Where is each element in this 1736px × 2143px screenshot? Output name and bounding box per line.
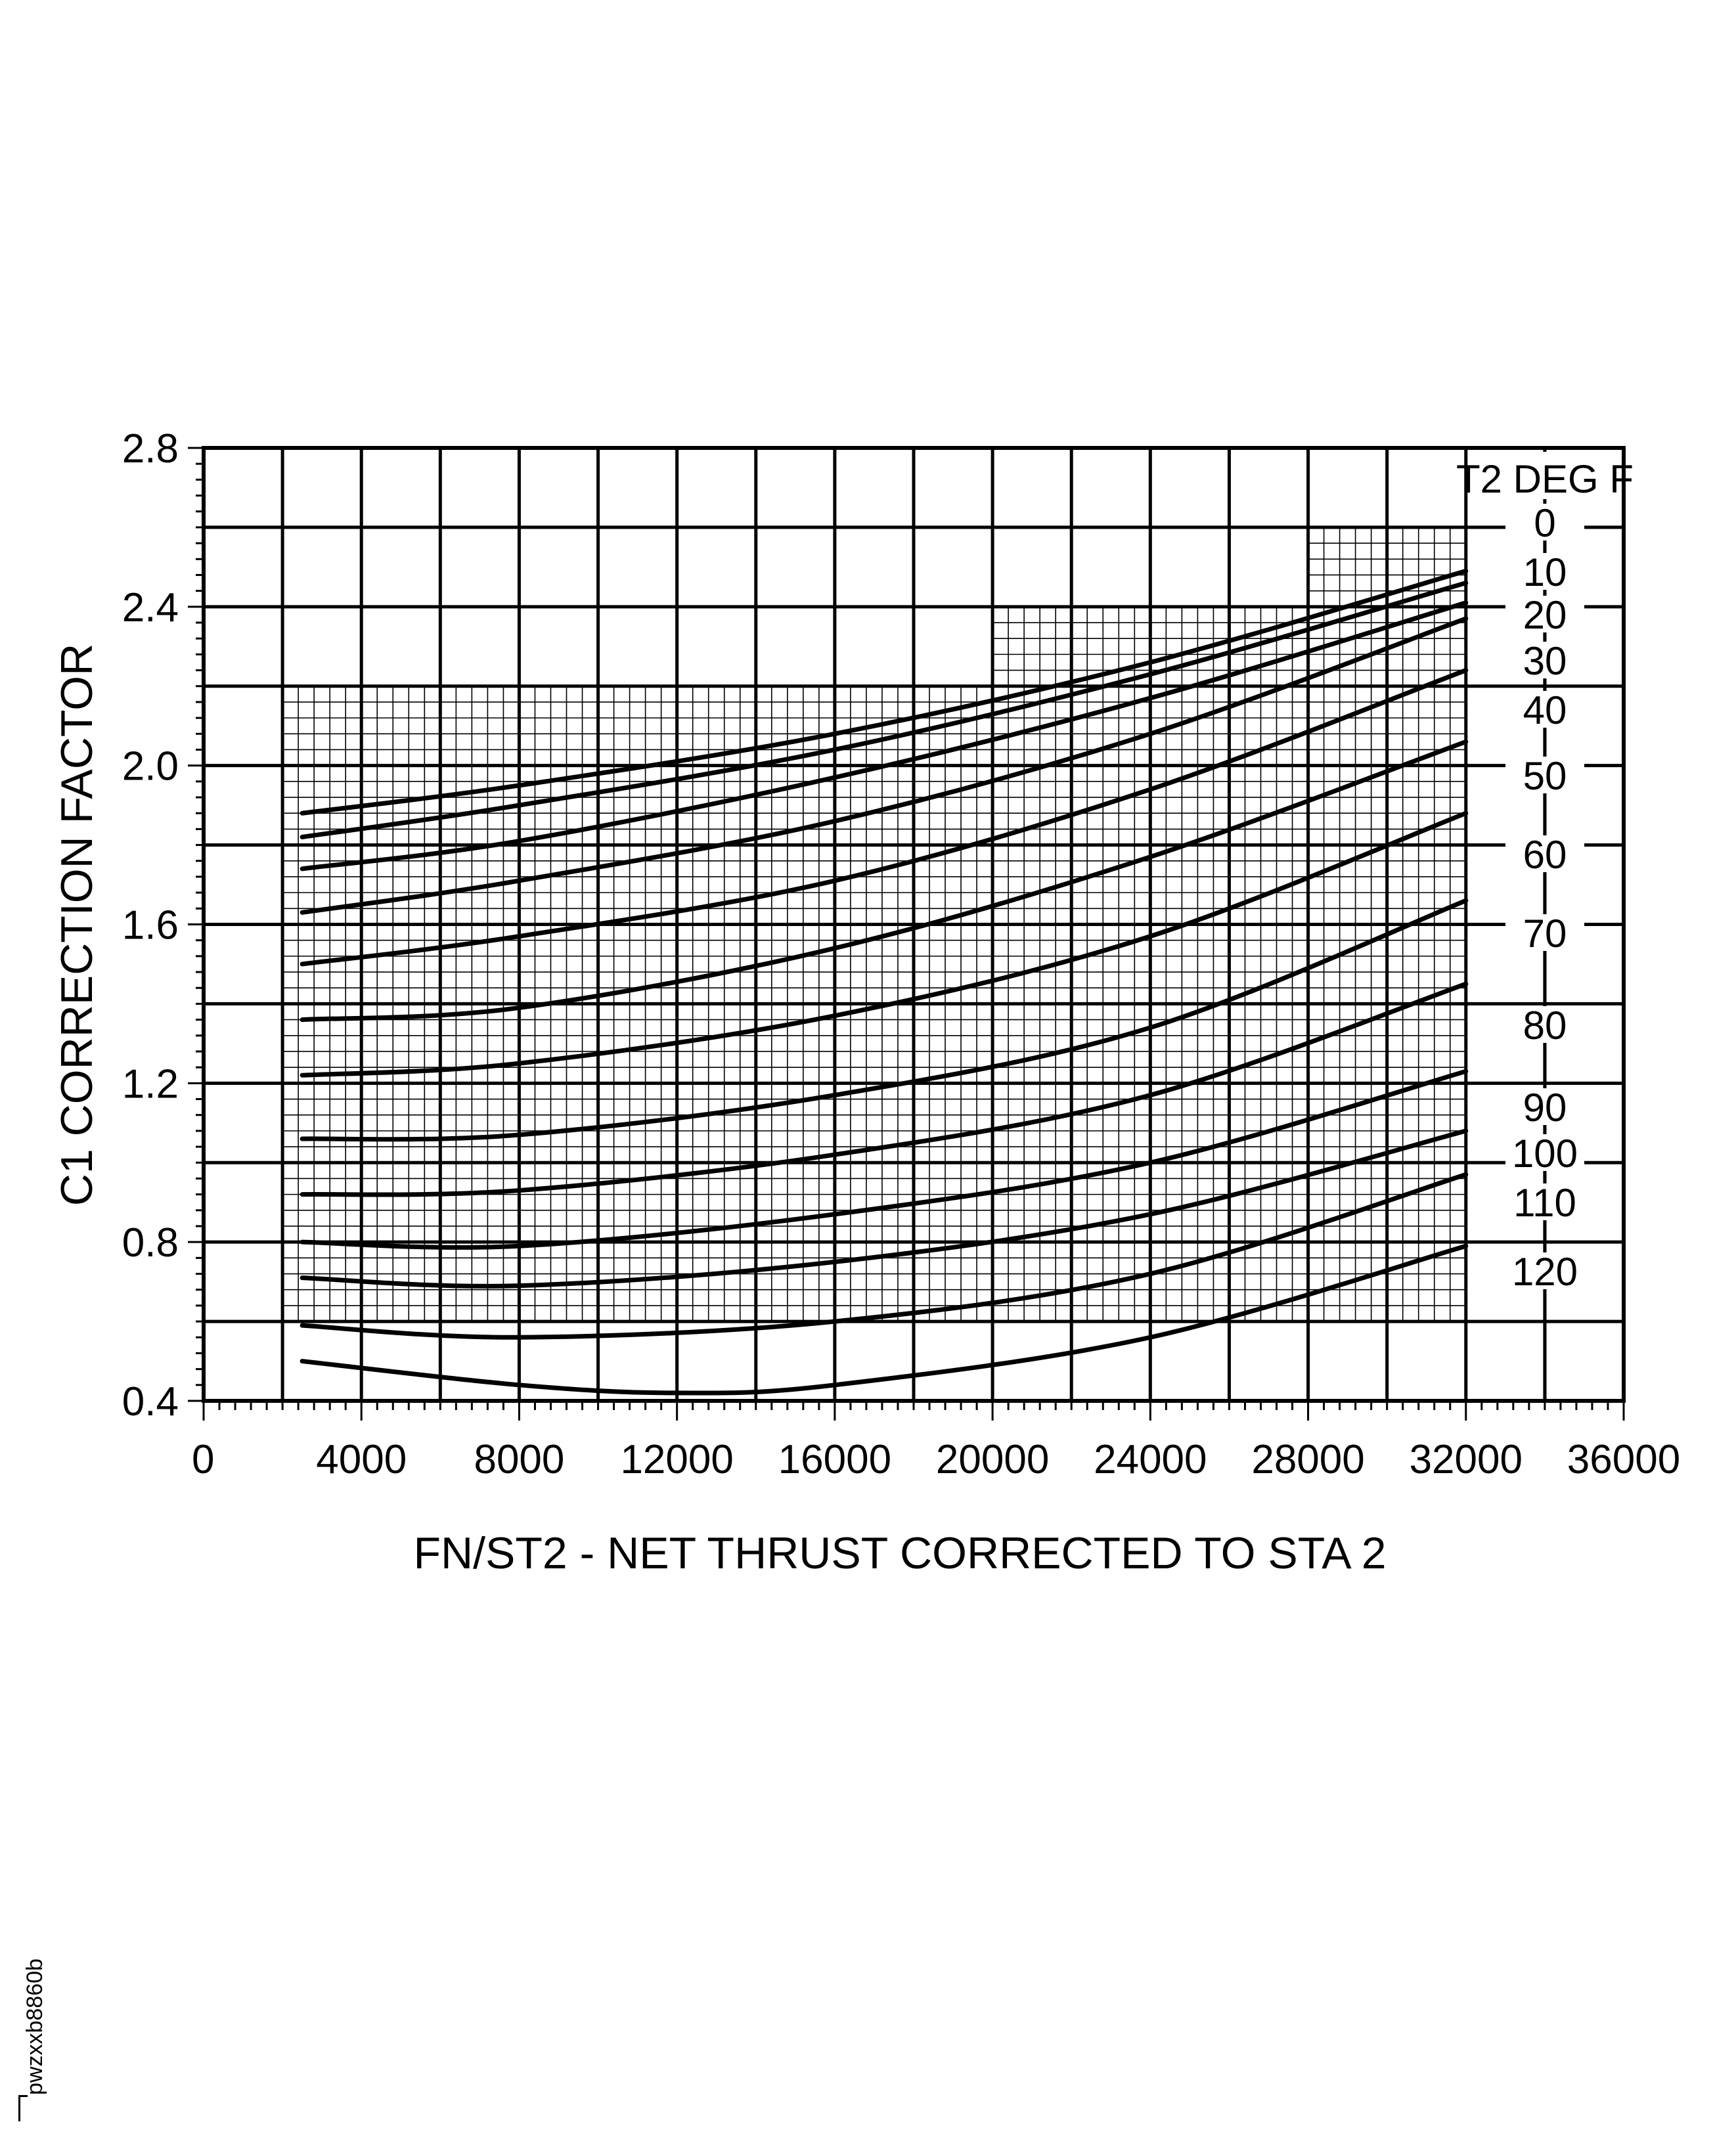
- y-tick-label: 1.6: [122, 903, 179, 948]
- y-axis-label: C1 CORRECTION FACTOR: [52, 644, 102, 1206]
- reference-bracket-horizontal: [18, 2095, 28, 2097]
- x-tick-label: 8000: [474, 1437, 564, 1482]
- legend-label-30: 30: [1523, 639, 1567, 683]
- x-tick-label: 24000: [1094, 1437, 1207, 1482]
- figure-reference-text: pwzxxb8860b: [22, 1958, 47, 2095]
- x-tick-label: 20000: [936, 1437, 1049, 1482]
- legend-label-20: 20: [1523, 593, 1567, 637]
- series-line-120: [300, 1243, 1469, 1396]
- legend-label-70: 70: [1523, 912, 1567, 956]
- tick-labels: 0 4000 8000 12000 16000 20000 24000 28000 32000 3…: [122, 426, 1680, 1482]
- series-line-110: [300, 1172, 1469, 1340]
- legend-background: [1475, 452, 1620, 499]
- series-line-0: [300, 568, 1469, 816]
- legend-label-10: 10: [1523, 550, 1567, 594]
- legend-label-120: 120: [1512, 1250, 1578, 1294]
- legend-label-bg: [1505, 835, 1584, 872]
- y-tick-label: 0.8: [122, 1220, 179, 1266]
- series-line-100: [300, 1128, 1469, 1289]
- series-line-50: [300, 739, 1469, 1023]
- y-tick-label: 1.2: [122, 1061, 179, 1107]
- legend-label-bg: [1505, 1006, 1584, 1043]
- x-tick-label: 28000: [1251, 1437, 1364, 1482]
- legend-label-60: 60: [1523, 833, 1567, 877]
- x-tick-label: 32000: [1410, 1437, 1523, 1482]
- axis-ticks: [188, 447, 1625, 1421]
- legend-label-0: 0: [1534, 501, 1555, 545]
- series-line-10: [300, 581, 1469, 839]
- reference-bracket-vertical: [18, 2095, 20, 2121]
- series-line-60: [300, 810, 1469, 1078]
- legend-label-90: 90: [1523, 1086, 1567, 1130]
- legend-label-bg: [1505, 1134, 1584, 1171]
- x-tick-label: 12000: [620, 1437, 733, 1482]
- legend-label-bg: [1505, 596, 1584, 632]
- series-line-90: [300, 1069, 1469, 1250]
- y-tick-label: 2.8: [122, 426, 179, 472]
- legend-label-bg: [1505, 691, 1584, 728]
- x-axis-label: FN/ST2 - NET THRUST CORRECTED TO STA 2: [413, 1528, 1386, 1578]
- y-tick-label: 2.4: [122, 585, 179, 630]
- legend-label-bg: [1505, 1183, 1584, 1220]
- legend-label-40: 40: [1523, 688, 1567, 732]
- legend-label-bg: [1505, 553, 1584, 590]
- series-line-30: [300, 616, 1469, 915]
- y-tick-label: 2.0: [122, 744, 179, 789]
- legend-label-100: 100: [1512, 1132, 1578, 1176]
- legend-label-bg: [1505, 1252, 1584, 1289]
- legend-label-bg: [1505, 504, 1584, 541]
- legend-label-bg: [1505, 757, 1584, 793]
- legend-label-bg: [1505, 914, 1584, 951]
- series-line-80: [300, 981, 1469, 1197]
- series-line-20: [300, 600, 1469, 872]
- figure-reference: pwzxxb8860b: [18, 1859, 58, 2121]
- x-tick-label: 36000: [1567, 1437, 1680, 1482]
- legend-title: T2 DEG F: [1456, 457, 1634, 501]
- x-tick-label: 0: [192, 1437, 214, 1482]
- series-lines: [300, 568, 1469, 1396]
- legend-label-80: 80: [1523, 1004, 1567, 1048]
- y-tick-label: 0.4: [122, 1379, 179, 1425]
- legend-label-50: 50: [1523, 754, 1567, 798]
- series-line-70: [300, 898, 1469, 1142]
- series-line-40: [300, 668, 1469, 967]
- legend-label-bg: [1505, 642, 1584, 678]
- x-tick-label: 4000: [316, 1437, 407, 1482]
- x-tick-label: 16000: [778, 1437, 891, 1482]
- legend-label-110: 110: [1513, 1181, 1576, 1225]
- legend-label-bg: [1505, 1088, 1584, 1125]
